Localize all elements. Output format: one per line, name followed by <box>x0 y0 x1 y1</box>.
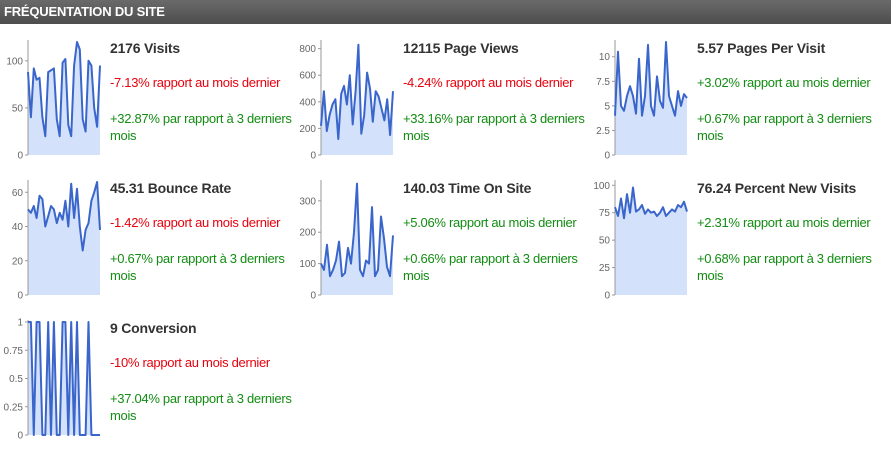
y-tick-label: 0 <box>17 151 23 162</box>
y-tick-label: 300 <box>299 196 316 207</box>
metric-title: 12115 Page Views <box>403 40 519 56</box>
y-tick-label: 100 <box>6 56 23 67</box>
metric-title: 45.31 Bounce Rate <box>110 180 232 196</box>
metric-widget-time-on-site[interactable]: 0 100 200 300 140.03 Time On Site +5.06% ra… <box>297 178 587 316</box>
month-change: +3.02% rapport au mois dernier <box>697 75 871 90</box>
y-tick-label: 20 <box>12 256 24 267</box>
metric-title: 76.24 Percent New Visits <box>697 180 857 196</box>
y-tick-label: 100 <box>593 181 610 192</box>
y-tick-label: 0 <box>604 151 610 162</box>
y-tick-label: 400 <box>299 97 316 108</box>
period-change: +0.67% par rapport à 3 derniers mois <box>110 251 285 283</box>
y-tick-label: 0 <box>310 151 316 162</box>
y-tick-label: 0.5 <box>9 374 23 385</box>
y-tick-label: 75 <box>599 208 611 219</box>
sparkline-area <box>615 187 687 295</box>
month-change: +5.06% rapport au mois dernier <box>403 215 577 230</box>
sparkline-line <box>27 181 101 252</box>
period-change: +32.87% par rapport à 3 derniers mois <box>110 111 292 143</box>
month-change: -1.42% rapport au mois dernier <box>110 215 281 230</box>
y-tick-label: 5 <box>604 101 610 112</box>
metric-title: 9 Conversion <box>110 320 197 336</box>
y-tick-label: 600 <box>299 71 316 82</box>
y-tick-label: 200 <box>299 124 316 135</box>
sparkline-area <box>615 42 687 155</box>
y-tick-label: 7.5 <box>596 77 610 88</box>
metric-widget-percent-new-visits[interactable]: 0 25 50 75 100 76.24 Percent New Visits +2.3… <box>591 178 881 316</box>
y-tick-label: 0 <box>310 291 316 302</box>
sparkline-line <box>27 41 101 138</box>
y-tick-label: 0 <box>17 431 23 442</box>
sparkline-line <box>320 182 394 278</box>
metric-widget-bounce-rate[interactable]: 0 20 40 60 45.31 Bounce Rate -1.42% rapport… <box>4 178 294 316</box>
y-tick-label: 2.5 <box>596 126 610 137</box>
y-tick-label: 800 <box>299 44 316 55</box>
period-change: +0.66% par rapport à 3 derniers mois <box>403 251 578 283</box>
sparkline-area <box>321 44 393 156</box>
y-tick-label: 25 <box>599 263 611 274</box>
sparkline-line <box>614 186 688 220</box>
y-tick-label: 0 <box>17 291 23 302</box>
metric-title: 5.57 Pages Per Visit <box>697 40 826 56</box>
y-tick-label: 10 <box>599 52 611 63</box>
month-change: -4.24% rapport au mois dernier <box>403 75 574 90</box>
sparkline-line <box>320 43 394 140</box>
sparkline-chart: 0 200 400 600 800 <box>299 40 394 162</box>
sparkline-chart: 0 2.5 5 7.5 10 <box>596 40 688 162</box>
y-tick-label: 0.25 <box>4 402 24 413</box>
period-change: +33.16% par rapport à 3 derniers mois <box>403 111 585 143</box>
metric-widget-visits[interactable]: 0 50 100 2176 Visits -7.13% rapport au moi… <box>4 38 294 176</box>
sparkline-chart: 0 20 40 60 <box>12 180 101 302</box>
sparkline-area <box>321 183 393 295</box>
metric-widget-pages-per-visit[interactable]: 0 2.5 5 7.5 10 5.57 Pages Per Visit +3.02% r… <box>591 38 881 176</box>
metric-widget-page-views[interactable]: 0 200 400 600 800 12115 Page Views -4.24% ra… <box>297 38 587 176</box>
sparkline-area <box>28 42 100 155</box>
month-change: +2.31% rapport au mois dernier <box>697 215 871 230</box>
sparkline-chart: 0 25 50 75 100 <box>593 180 688 302</box>
month-change: -10% rapport au mois dernier <box>110 355 270 370</box>
y-tick-label: 60 <box>12 188 24 199</box>
y-tick-label: 0.75 <box>4 346 24 357</box>
y-tick-label: 200 <box>299 228 316 239</box>
y-tick-label: 0 <box>604 291 610 302</box>
period-change: +37.04% par rapport à 3 derniers mois <box>110 391 292 423</box>
sparkline-chart: 0 0.25 0.5 0.75 1 <box>4 318 100 442</box>
sparkline-chart: 0 100 200 300 <box>299 180 394 302</box>
metric-title: 140.03 Time On Site <box>403 180 532 196</box>
sparkline-line <box>28 321 100 436</box>
metric-title: 2176 Visits <box>110 40 180 56</box>
month-change: -7.13% rapport au mois dernier <box>110 75 281 90</box>
y-tick-label: 50 <box>599 236 611 247</box>
sparkline-chart: 0 50 100 <box>6 40 101 162</box>
sparkline-area <box>28 322 100 435</box>
y-tick-label: 100 <box>299 259 316 270</box>
sparkline-area <box>28 182 100 295</box>
y-tick-label: 1 <box>17 318 23 329</box>
metric-widget-conversion[interactable]: 0 0.25 0.5 0.75 1 9 Conversion -10% rapport … <box>4 318 294 456</box>
y-tick-label: 50 <box>12 103 24 114</box>
section-header: FRÉQUENTATION DU SITE <box>0 0 891 24</box>
period-change: +0.67% par rapport à 3 derniers mois <box>697 111 872 143</box>
y-tick-label: 40 <box>12 222 24 233</box>
section-title: FRÉQUENTATION DU SITE <box>4 4 165 19</box>
sparkline-line <box>614 41 688 117</box>
period-change: +0.68% par rapport à 3 derniers mois <box>697 251 872 283</box>
